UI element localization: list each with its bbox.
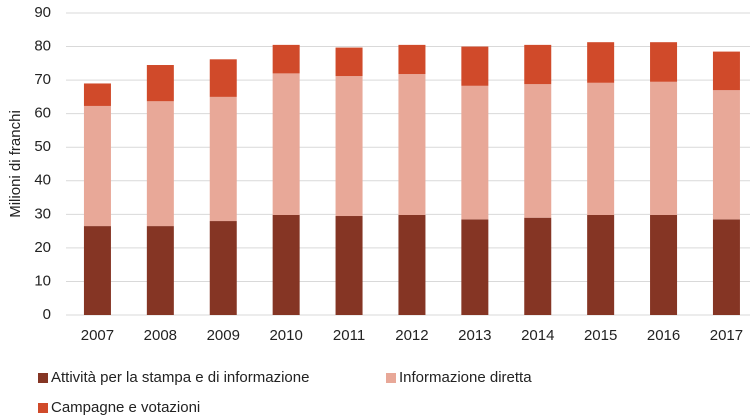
y-axis-label: Milioni di franchi: [7, 110, 24, 218]
y-tick-label: 30: [34, 205, 51, 222]
y-tick-label: 0: [43, 306, 51, 323]
bar-segment: [146, 65, 174, 102]
bar-segment: [272, 73, 300, 216]
bar-segment: [398, 44, 426, 75]
y-tick-label: 70: [34, 71, 51, 88]
bar-segment: [83, 83, 111, 106]
bar-segment: [587, 82, 615, 216]
bar-segment: [146, 226, 174, 315]
bar-segment: [461, 85, 489, 220]
bar-segment: [335, 216, 363, 315]
x-tick-label: 2012: [395, 327, 428, 344]
bar-segment: [83, 105, 111, 227]
x-tick-label: 2015: [584, 327, 617, 344]
bar-segment: [461, 219, 489, 315]
bar-segment: [209, 96, 237, 222]
y-tick-label: 20: [34, 239, 51, 256]
bar-segment: [461, 46, 489, 86]
bar-segment: [524, 217, 552, 315]
x-tick-label: 2011: [333, 327, 365, 344]
x-tick-label: 2016: [647, 327, 680, 344]
bar-segment: [146, 101, 174, 227]
x-tick-label: 2014: [521, 327, 554, 344]
bar-segment: [524, 44, 552, 85]
y-tick-label: 90: [34, 4, 51, 21]
bar-segment: [650, 215, 678, 315]
y-tick-label: 40: [34, 172, 51, 189]
legend-label: Campagne e votazioni: [51, 399, 200, 416]
bar-segment: [587, 215, 615, 315]
bar-segment: [712, 90, 740, 220]
y-tick-label: 10: [34, 272, 51, 289]
legend-label: Informazione diretta: [399, 369, 532, 386]
legend-label: Attività per la stampa e di informazione: [51, 369, 309, 386]
legend-swatch: [386, 373, 396, 383]
bar-segment: [650, 42, 678, 82]
x-tick-label: 2010: [269, 327, 302, 344]
bar-segment: [712, 219, 740, 315]
x-tick-label: 2008: [144, 327, 177, 344]
bar-segment: [650, 81, 678, 216]
bar-segment: [209, 59, 237, 97]
legend-swatch: [38, 403, 48, 413]
y-tick-label: 50: [34, 138, 51, 155]
bar-segment: [272, 215, 300, 315]
legend-swatch: [38, 373, 48, 383]
bar-segment: [524, 84, 552, 218]
bar-segment: [335, 76, 363, 217]
bar-segment: [398, 215, 426, 315]
x-tick-label: 2017: [710, 327, 743, 344]
bar-segment: [209, 221, 237, 315]
bar-segment: [335, 47, 363, 77]
bar-segment: [712, 51, 740, 91]
bar-segment: [398, 74, 426, 216]
bar-segment: [587, 42, 615, 83]
bar-segment: [83, 226, 111, 315]
x-tick-label: 2013: [458, 327, 491, 344]
y-tick-label: 60: [34, 105, 51, 122]
bar-segment: [272, 44, 300, 74]
x-tick-label: 2007: [81, 327, 114, 344]
y-tick-label: 80: [34, 38, 51, 55]
x-tick-label: 2009: [207, 327, 240, 344]
